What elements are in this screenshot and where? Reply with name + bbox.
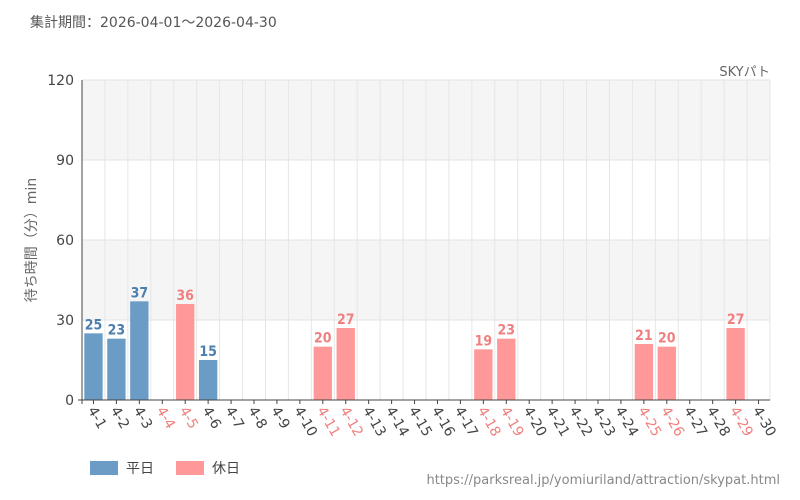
legend-item-weekday: 平日	[90, 458, 154, 478]
bar	[176, 304, 195, 400]
x-tick-label: 4-19	[497, 404, 527, 440]
y-axis-label: 待ち時間（分）min	[24, 178, 40, 302]
x-tick-label: 4-14	[382, 404, 412, 440]
x-tick-label: 4-8	[245, 404, 270, 432]
x-tick-label: 4-6	[199, 404, 224, 432]
y-tick-label: 0	[65, 393, 74, 409]
period-label: 集計期間：2026-04-01～2026-04-30	[30, 15, 277, 31]
bar-value-label: 27	[727, 312, 745, 328]
x-tick-label: 4-26	[657, 404, 687, 440]
bar	[336, 328, 355, 400]
x-tick-label: 4-25	[634, 404, 664, 440]
x-tick-label: 4-30	[749, 404, 779, 440]
series-name: SKYパト	[719, 65, 770, 80]
source-url[interactable]: https://parksreal.jp/yomiuriland/attract…	[426, 473, 780, 488]
bar	[474, 349, 493, 400]
legend-label-weekday: 平日	[126, 461, 154, 477]
bar-value-label: 37	[131, 285, 149, 301]
bar-value-label: 27	[337, 312, 355, 328]
bar	[497, 338, 516, 400]
y-tick-label: 90	[56, 153, 74, 169]
bar	[84, 333, 103, 400]
x-tick-label: 4-29	[726, 404, 756, 440]
y-tick-label: 120	[47, 73, 74, 89]
x-tick-label: 4-27	[680, 404, 710, 440]
x-tick-label: 4-22	[566, 404, 596, 440]
bar	[726, 328, 745, 400]
bar-value-label: 23	[498, 323, 516, 339]
wait-time-bar-chart: 0306090120254-1234-2374-34-4364-5154-64-…	[24, 73, 779, 440]
bar	[130, 301, 149, 400]
x-tick-label: 4-5	[176, 404, 201, 432]
x-tick-label: 4-21	[543, 404, 573, 440]
bar-value-label: 20	[658, 331, 676, 347]
bar-value-label: 36	[176, 288, 194, 304]
bar-value-label: 15	[199, 344, 217, 360]
legend-swatch-holiday	[176, 461, 204, 475]
bar	[107, 338, 126, 400]
x-tick-label: 4-13	[359, 404, 389, 440]
bar-value-label: 25	[85, 317, 103, 333]
x-tick-label: 4-7	[222, 404, 247, 432]
x-tick-label: 4-28	[703, 404, 733, 440]
x-tick-label: 4-11	[313, 404, 343, 440]
legend: 平日 休日	[90, 458, 262, 478]
x-tick-label: 4-9	[267, 404, 292, 432]
x-tick-label: 4-23	[589, 404, 619, 440]
bar-value-label: 23	[108, 323, 126, 339]
y-tick-label: 60	[56, 233, 74, 249]
x-tick-label: 4-2	[107, 404, 132, 432]
x-tick-label: 4-16	[428, 404, 458, 440]
x-tick-label: 4-1	[84, 404, 109, 432]
x-tick-label: 4-15	[405, 404, 435, 440]
bar-value-label: 20	[314, 331, 332, 347]
x-tick-label: 4-4	[153, 404, 178, 432]
bar	[313, 346, 332, 400]
x-tick-label: 4-24	[611, 404, 641, 440]
legend-item-holiday: 休日	[176, 458, 240, 478]
bar	[634, 344, 654, 400]
bar	[657, 346, 676, 400]
y-tick-label: 30	[56, 313, 74, 329]
x-tick-label: 4-12	[336, 404, 366, 440]
x-tick-label: 4-20	[520, 404, 550, 440]
legend-swatch-weekday	[90, 461, 118, 475]
x-tick-label: 4-18	[474, 404, 504, 440]
bar-value-label: 21	[635, 328, 653, 344]
bar	[198, 360, 218, 400]
x-tick-label: 4-3	[130, 404, 155, 432]
x-tick-label: 4-10	[290, 404, 320, 440]
bar-value-label: 19	[475, 333, 493, 349]
x-tick-label: 4-17	[451, 404, 481, 440]
legend-label-holiday: 休日	[212, 461, 240, 477]
